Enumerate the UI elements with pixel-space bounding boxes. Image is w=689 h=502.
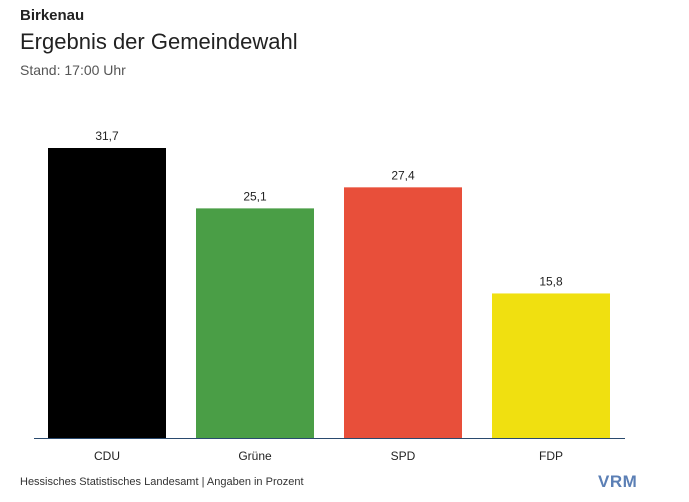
bar-spd	[344, 187, 462, 438]
vrm-logo: VRM	[598, 472, 638, 491]
value-label: 15,8	[539, 274, 563, 288]
value-label: 25,1	[243, 189, 267, 203]
bar-grne	[196, 208, 314, 438]
category-label: FDP	[539, 449, 563, 463]
chart-title: Ergebnis der Gemeindewahl	[20, 29, 298, 54]
value-label: 31,7	[95, 129, 119, 143]
chart-header: Birkenau Ergebnis der Gemeindewahl Stand…	[20, 6, 298, 80]
source-note: Hessisches Statistisches Landesamt | Ang…	[20, 476, 304, 488]
bar-cdu	[48, 148, 166, 438]
bar-chart: 31,7 CDU 25,1 Grüne 27,4 SPD 15,8 FDP	[34, 129, 625, 463]
category-label: CDU	[94, 449, 120, 463]
bar-fdp	[492, 293, 610, 438]
value-label: 27,4	[391, 168, 415, 182]
chart-kicker: Birkenau	[20, 7, 85, 24]
category-label: Grüne	[238, 449, 272, 463]
chart-subtitle: Stand: 17:00 Uhr	[20, 62, 126, 78]
category-label: SPD	[391, 449, 416, 463]
